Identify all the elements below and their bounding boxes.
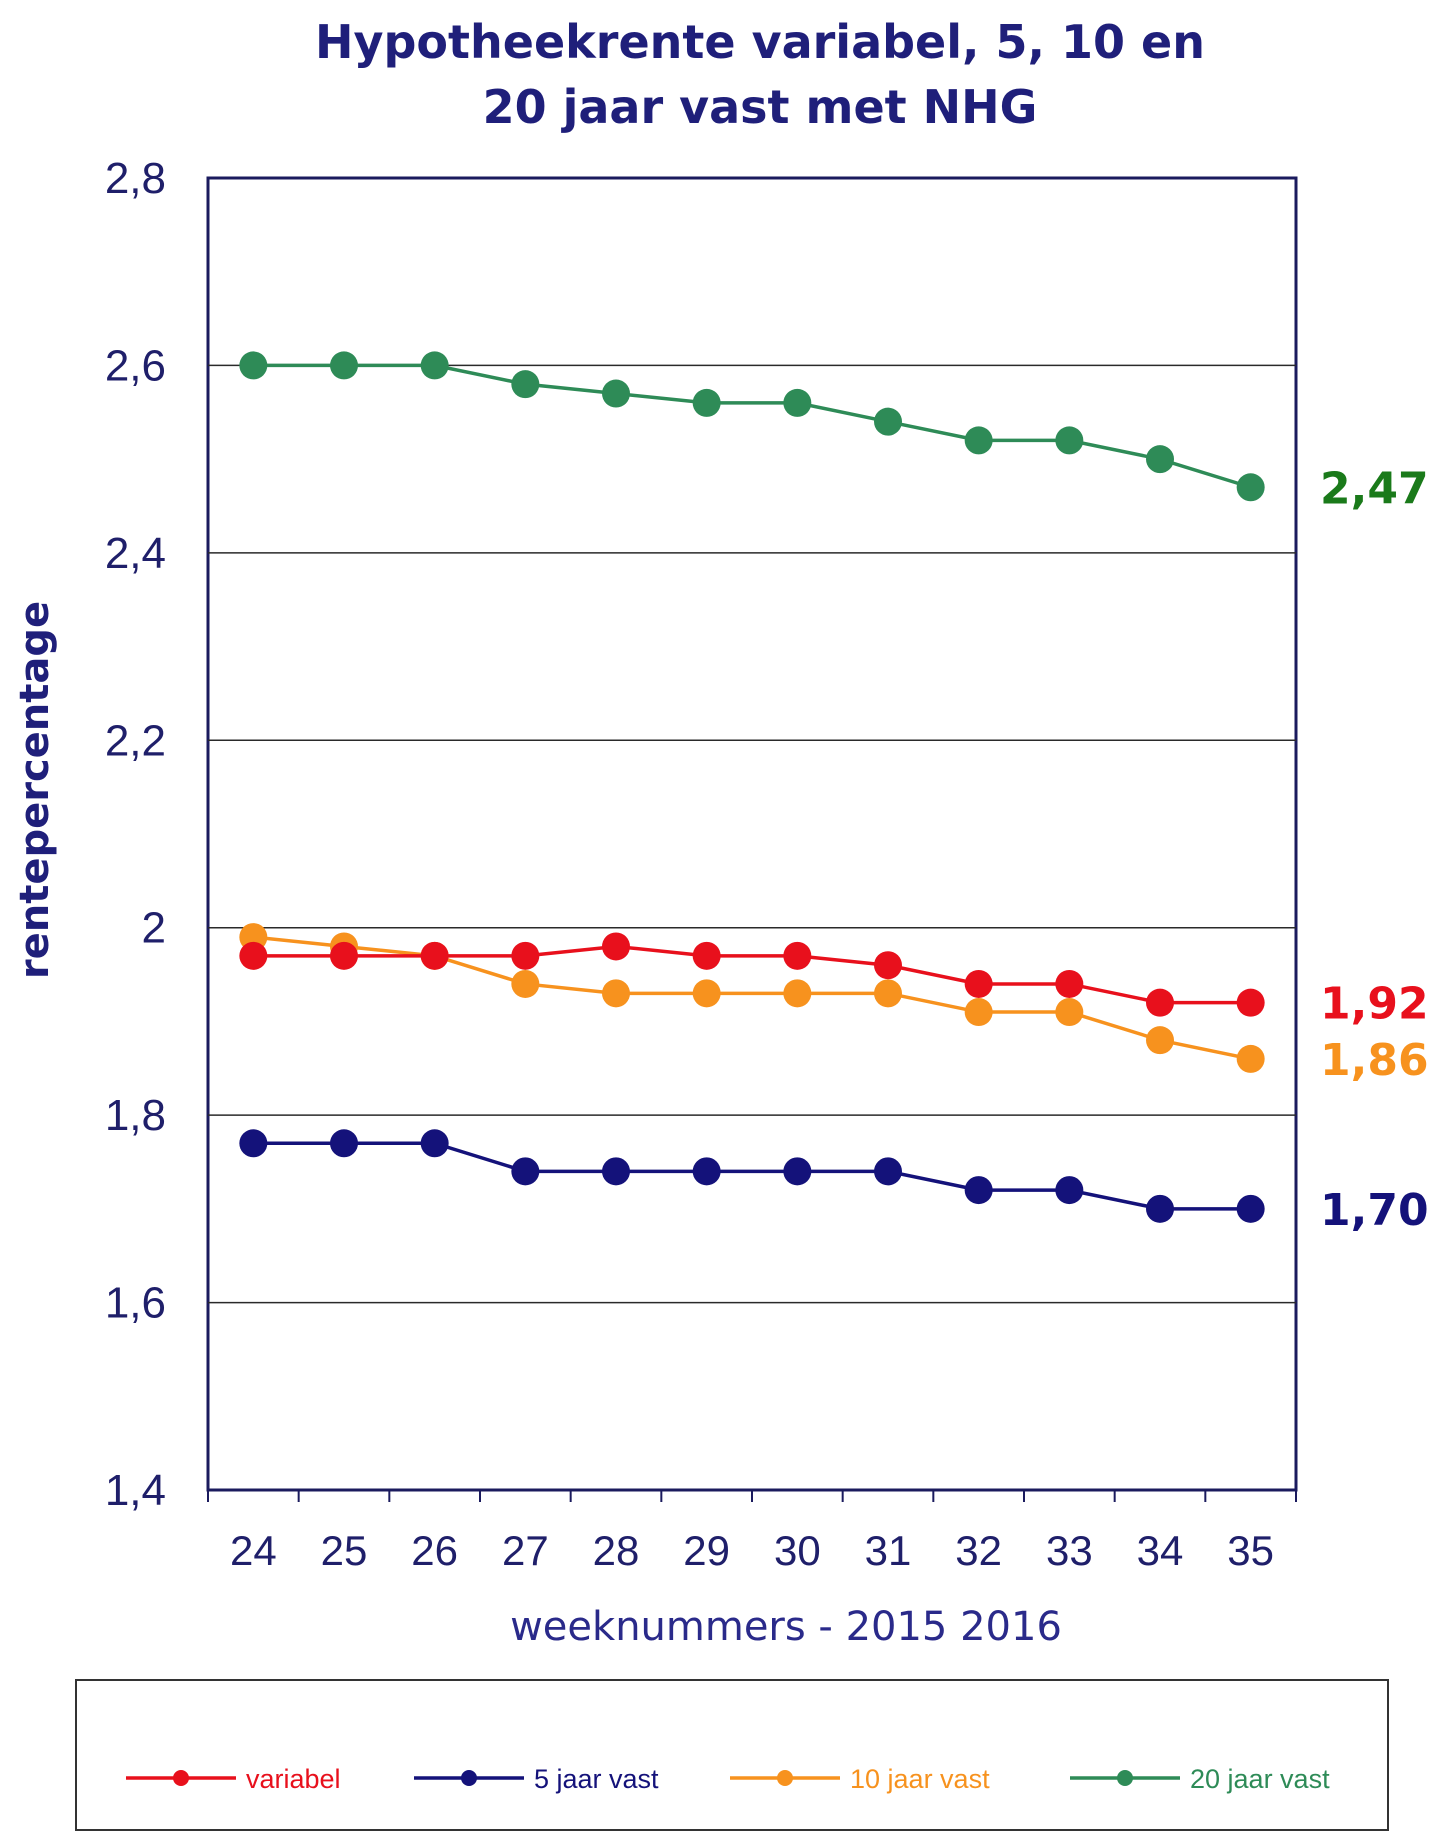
- data-point: [330, 1129, 358, 1158]
- data-point: [1236, 1044, 1265, 1073]
- data-point: [1055, 1176, 1084, 1205]
- data-point: [602, 932, 630, 961]
- data-point: [239, 351, 268, 380]
- legend-label: variabel: [246, 1764, 341, 1794]
- y-tick-label: 2,6: [105, 341, 166, 390]
- x-tick-label: 28: [593, 1527, 640, 1574]
- y-tick-label: 2,8: [105, 154, 166, 203]
- data-point: [874, 407, 902, 436]
- data-point: [511, 1157, 540, 1186]
- chart-title-line-2: 20 jaar vast met NHG: [482, 80, 1038, 135]
- y-axis-ticks: 1,4 1,6 1,8 2 2,2 2,4 2,6 2,8: [105, 154, 166, 1515]
- end-value-label: 2,47: [1320, 463, 1429, 514]
- x-tick-label: 29: [683, 1527, 730, 1574]
- data-point: [239, 941, 268, 970]
- x-tick-label: 34: [1137, 1527, 1184, 1574]
- series-variabel: [239, 932, 1265, 1017]
- plot-area: [206, 176, 1298, 1492]
- x-tick-label: 33: [1046, 1527, 1093, 1574]
- end-value-label: 1,92: [1320, 979, 1429, 1030]
- data-point: [692, 388, 721, 417]
- data-point: [511, 941, 540, 970]
- x-axis-label: weeknummers - 2015 2016: [510, 1604, 1062, 1650]
- y-tick-label: 2,4: [105, 529, 166, 578]
- x-tick-label: 32: [955, 1527, 1002, 1574]
- y-tick-label: 1,4: [105, 1466, 166, 1515]
- data-point: [1236, 988, 1265, 1017]
- data-point: [1055, 426, 1084, 455]
- x-tick-label: 35: [1227, 1527, 1274, 1574]
- data-point: [602, 979, 630, 1008]
- data-point: [692, 979, 721, 1008]
- legend-label: 5 jaar vast: [534, 1764, 659, 1794]
- series-20-jaar-vast: [239, 351, 1265, 502]
- data-point: [874, 951, 902, 980]
- data-point: [964, 969, 993, 998]
- x-tick-label: 25: [321, 1527, 368, 1574]
- data-point: [602, 379, 630, 408]
- end-value-label: 1,86: [1320, 1035, 1429, 1086]
- x-tick-label: 27: [502, 1527, 549, 1574]
- data-point: [1055, 969, 1084, 998]
- legend-swatch-marker: [1117, 1770, 1133, 1786]
- data-point: [511, 370, 540, 399]
- legend-swatch-marker: [777, 1770, 793, 1786]
- data-point: [783, 941, 812, 970]
- data-point: [1146, 445, 1174, 474]
- series-line: [253, 363, 1252, 489]
- data-point: [692, 1157, 721, 1186]
- legend-box: [75, 1679, 1389, 1831]
- y-tick-label: 2: [142, 904, 166, 953]
- data-point: [330, 351, 358, 380]
- data-point: [874, 1157, 902, 1186]
- data-point: [964, 426, 993, 455]
- chart-title-line-1: Hypotheekrente variabel, 5, 10 en: [315, 15, 1205, 69]
- data-point: [1236, 473, 1265, 502]
- data-point: [602, 1157, 630, 1186]
- series-line: [253, 944, 1251, 1005]
- data-point: [1146, 1026, 1174, 1055]
- data-point: [239, 1129, 268, 1158]
- y-tick-label: 2,2: [105, 716, 166, 765]
- data-point: [1146, 988, 1174, 1017]
- x-tick-label: 24: [230, 1527, 277, 1574]
- legend-label: 10 jaar vast: [850, 1764, 990, 1794]
- end-value-label: 1,70: [1320, 1185, 1429, 1236]
- data-point: [783, 979, 812, 1008]
- x-axis-ticks: 24 25 26 27 28 29 30 31 32 33 34 35: [207, 1490, 1297, 1574]
- data-point: [420, 941, 449, 970]
- end-value-labels: 1,92 1,70 1,86 2,47: [1320, 463, 1429, 1236]
- data-point: [1236, 1194, 1265, 1223]
- data-point: [420, 351, 449, 380]
- data-point: [874, 979, 902, 1008]
- x-tick-label: 26: [411, 1527, 458, 1574]
- series-line: [253, 1141, 1251, 1211]
- x-tick-label: 30: [774, 1527, 821, 1574]
- y-axis-label: rentepercentage: [12, 601, 58, 979]
- data-point: [420, 1129, 449, 1158]
- legend-label: 20 jaar vast: [1190, 1764, 1330, 1794]
- data-point: [1146, 1194, 1174, 1223]
- y-tick-label: 1,8: [105, 1091, 166, 1140]
- legend: variabel 5 jaar vast 10 jaar vast 20 jaar v…: [126, 1764, 1330, 1794]
- x-tick-label: 31: [865, 1527, 912, 1574]
- data-point: [964, 998, 993, 1027]
- data-point: [783, 1157, 812, 1186]
- data-point: [783, 388, 812, 417]
- legend-swatch-marker: [173, 1770, 189, 1786]
- data-point: [511, 969, 540, 998]
- series-5-jaar-vast: [239, 1129, 1265, 1223]
- data-point: [692, 941, 721, 970]
- data-point: [1055, 998, 1084, 1027]
- chart-title: Hypotheekrente variabel, 5, 10 en 20 jaa…: [0, 10, 1440, 141]
- series-lines: [239, 351, 1265, 1223]
- legend-swatch-marker: [461, 1770, 477, 1786]
- data-point: [964, 1176, 993, 1205]
- data-point: [330, 941, 358, 970]
- y-tick-label: 1,6: [105, 1279, 166, 1328]
